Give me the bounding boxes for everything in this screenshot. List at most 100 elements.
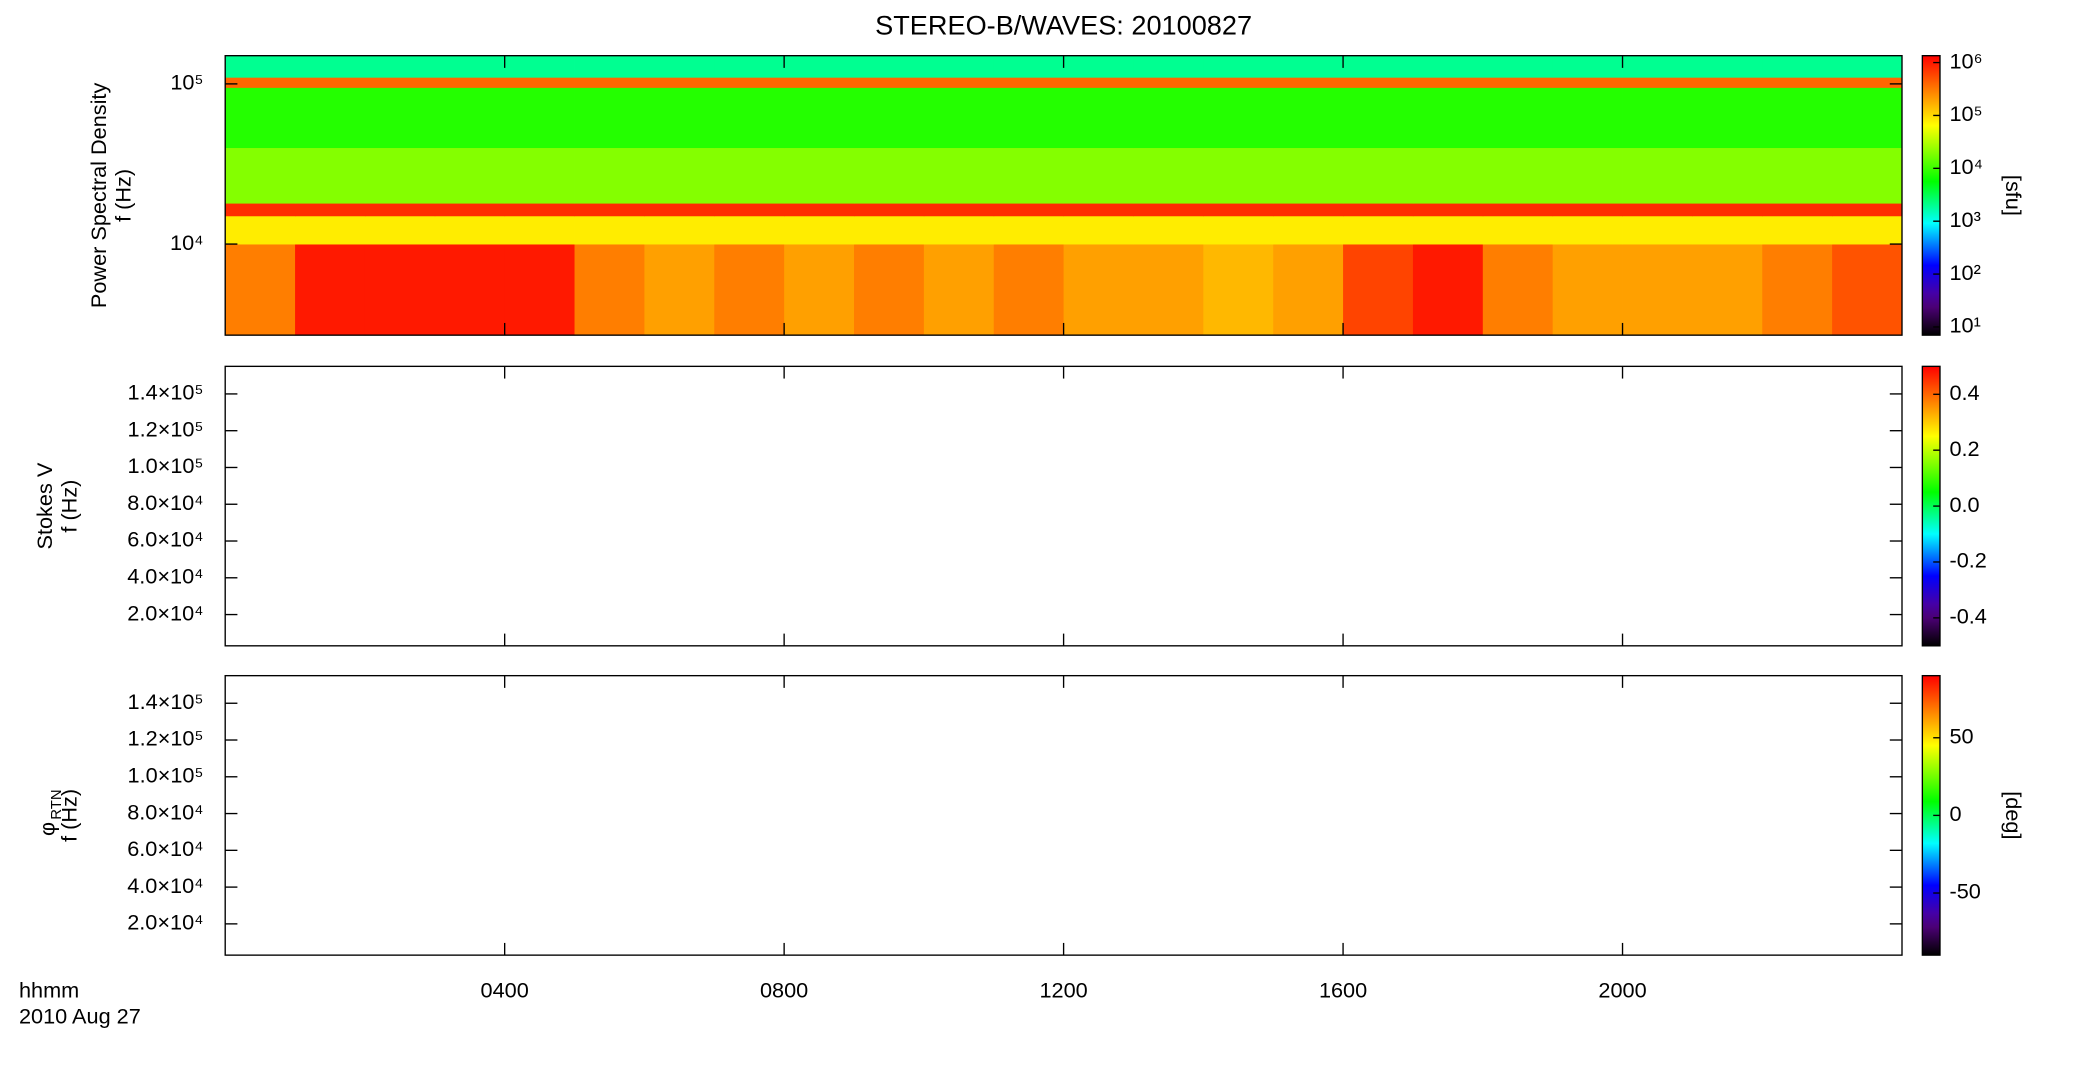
heatmap-cell [434, 87, 506, 149]
heatmap-cell [784, 203, 855, 217]
heatmap-cell [434, 147, 506, 204]
colorbar-tick-label: 0.4 [1949, 380, 1979, 405]
heatmap-cell [923, 77, 995, 88]
y-axis-label: f (Hz) [56, 480, 81, 533]
heatmap-cell [1622, 87, 1693, 149]
heatmap-cell [1063, 215, 1134, 245]
heatmap-cell [923, 87, 995, 149]
heatmap-cell [644, 203, 715, 217]
heatmap-cell [1552, 215, 1623, 245]
heatmap-cell [1832, 244, 1903, 336]
heatmap-cell [923, 244, 995, 336]
heatmap-cell [644, 55, 715, 78]
colorbar-tick-label: 0.0 [1949, 492, 1979, 517]
heatmap-cell [1622, 215, 1693, 245]
heatmap-cell [434, 77, 506, 88]
x-tick-label: 0800 [760, 977, 808, 1002]
heatmap-cell [504, 215, 575, 245]
y-axis-label: f (Hz) [111, 169, 136, 222]
heatmap-cell [1203, 147, 1274, 204]
heatmap-cell [1063, 87, 1134, 149]
heatmap-cell [1343, 244, 1414, 336]
heatmap-cell [1832, 87, 1903, 149]
heatmap-cell [1762, 147, 1833, 204]
y-tick-label: 4.0×10⁴ [127, 564, 203, 589]
heatmap-cell [854, 147, 925, 204]
heatmap-cell [784, 77, 855, 88]
date-label: 2010 Aug 27 [19, 1003, 141, 1028]
colorbar-tick-label: 10⁴ [1949, 154, 1982, 179]
heatmap-cell [923, 203, 995, 217]
heatmap-cell [574, 77, 645, 88]
y-tick-label: 8.0×10⁴ [127, 490, 203, 515]
y-axis-label: Power Spectral Density [86, 83, 111, 309]
plot-frame [224, 674, 1903, 956]
y-tick-label: 1.4×10⁵ [128, 380, 204, 405]
heatmap-cell [784, 215, 855, 245]
y-tick-label: 1.2×10⁵ [128, 726, 204, 751]
colorbar-tick-label: 10² [1949, 260, 1980, 285]
heatmap-cell [1762, 244, 1833, 336]
x-axis-label: hhmm [19, 977, 79, 1002]
heatmap-cell [1273, 147, 1344, 204]
heatmap-cell [1203, 244, 1274, 336]
heatmap-cell [1482, 87, 1554, 149]
y-tick-label: 1.0×10⁵ [128, 763, 204, 788]
heatmap-cell [1482, 55, 1554, 78]
colorbar-tick-label: -50 [1949, 879, 1980, 904]
heatmap-cell [1552, 203, 1623, 217]
y-tick-label: 10⁵ [170, 70, 203, 95]
heatmap-cell [644, 87, 715, 149]
heatmap-cell [784, 87, 855, 149]
colorbar-tick-label: 50 [1949, 724, 1973, 749]
heatmap-cell [1762, 77, 1833, 88]
heatmap-cell [714, 77, 785, 88]
heatmap-cell [1343, 215, 1414, 245]
heatmap-cell [714, 215, 785, 245]
heatmap-cell [993, 215, 1065, 245]
heatmap-cell [993, 203, 1065, 217]
colorbar-tick-label: 10¹ [1949, 313, 1980, 338]
heatmap-cell [1692, 147, 1763, 204]
heatmap-cell [784, 55, 855, 78]
heatmap-cell [1622, 203, 1693, 217]
heatmap-cell [1203, 215, 1274, 245]
heatmap-cell [1063, 244, 1134, 336]
heatmap-cell [364, 77, 436, 88]
heatmap-cell [295, 244, 366, 336]
heatmap-cell [1692, 77, 1763, 88]
heatmap-cell [574, 87, 645, 149]
y-tick-label: 6.0×10⁴ [127, 527, 203, 552]
heatmap-cell [1412, 55, 1484, 78]
heatmap-cell [1692, 55, 1763, 78]
heatmap-cell [714, 55, 785, 78]
heatmap-cell [1133, 244, 1204, 336]
heatmap-cell [993, 77, 1065, 88]
heatmap-cell [574, 215, 645, 245]
heatmap-cell [1273, 215, 1344, 245]
heatmap-cell [993, 55, 1065, 78]
colorbar-label: [sfu] [2001, 175, 2026, 216]
heatmap-cell [644, 215, 715, 245]
y-tick-label: 1.0×10⁵ [128, 453, 204, 478]
heatmap-cell [784, 147, 855, 204]
heatmap-cell [225, 215, 296, 245]
heatmap-cell [1832, 147, 1903, 204]
heatmap-cell [1343, 77, 1414, 88]
heatmap-cell [714, 87, 785, 149]
heatmap-cell [364, 87, 436, 149]
heatmap-cell [993, 87, 1065, 149]
heatmap-cell [225, 203, 296, 217]
heatmap-cell [854, 87, 925, 149]
heatmap-cell [1133, 87, 1204, 149]
heatmap-cell [1482, 203, 1554, 217]
y-tick-label: 2.0×10⁴ [127, 910, 203, 935]
heatmap-cell [644, 244, 715, 336]
heatmap-cell [225, 244, 296, 336]
heatmap-cell [1273, 203, 1344, 217]
heatmap-cell [364, 55, 436, 78]
x-tick-label: 0400 [481, 977, 529, 1002]
heatmap-cell [295, 215, 366, 245]
